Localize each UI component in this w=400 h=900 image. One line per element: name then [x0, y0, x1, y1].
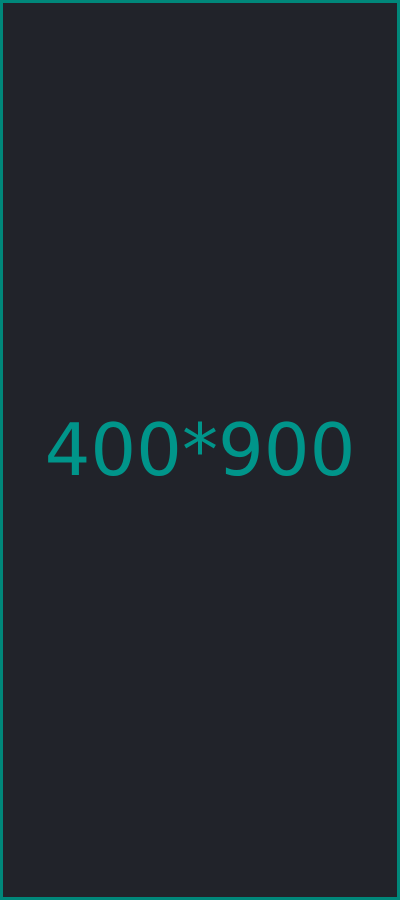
dimension-label: 400*900 — [44, 408, 356, 492]
